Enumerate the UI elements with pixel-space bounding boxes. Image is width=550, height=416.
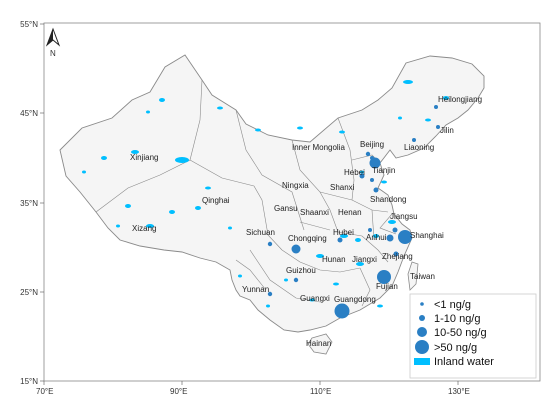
legend-symbol-1-10 — [419, 315, 425, 321]
legend-symbol-lt1 — [420, 302, 424, 306]
label-inner-mongolia: Inner Mongolia — [292, 143, 345, 152]
label-chongqing: Chongqing — [288, 234, 327, 243]
marker-guizhou — [293, 277, 299, 283]
marker-sichuan — [267, 241, 273, 247]
legend-label: Inland water — [434, 356, 494, 368]
label-xizang: Xizang — [132, 224, 156, 233]
label-shaanxi: Shaanxi — [300, 208, 329, 217]
label-taiwan: Taiwan — [410, 272, 435, 281]
label-beijing: Beijing — [360, 140, 384, 149]
marker-liaoning — [412, 138, 416, 142]
label-shanxi: Shanxi — [330, 183, 355, 192]
marker-jiangsu-1 — [392, 227, 398, 233]
marker-beijing — [365, 151, 371, 157]
label-yunnan: Yunnan — [242, 285, 269, 294]
hainan-land — [307, 333, 333, 355]
label-sichuan: Sichuan — [246, 228, 275, 237]
lat-tick-label: 45°N — [20, 109, 38, 118]
marker-yunnan — [267, 291, 273, 297]
label-jiangxi: Jiangxi — [352, 255, 377, 264]
legend-symbol-gt50 — [415, 340, 429, 354]
legend-label: 1-10 ng/g — [434, 313, 480, 325]
province-borders — [95, 79, 397, 307]
lon-tick-label: 70°E — [36, 387, 53, 396]
marker-fujian — [377, 270, 391, 284]
legend-label: <1 ng/g — [434, 299, 471, 311]
label-guangdong: Guangdong — [334, 295, 376, 304]
label-zhejiang: Zhejiang — [382, 252, 413, 261]
label-xinjiang: Xinjiang — [130, 153, 158, 162]
legend-label: 10-50 ng/g — [434, 327, 487, 339]
north-arrow-label: N — [50, 49, 56, 58]
inland-water — [82, 80, 449, 308]
label-qinghai: Qinghai — [202, 196, 230, 205]
marker-guangdong — [334, 303, 350, 319]
longitude-axis: 70°E 90°E 110°E 130°E — [36, 381, 470, 396]
marker-heilongjiang — [434, 105, 438, 109]
lon-tick-label: 90°E — [170, 387, 187, 396]
lon-tick-label: 130°E — [448, 387, 470, 396]
taiwan-land — [407, 261, 419, 291]
legend-box — [409, 293, 537, 379]
marker-shandong — [373, 187, 379, 193]
marker-hubei — [337, 237, 343, 243]
label-guizhou: Guizhou — [286, 266, 316, 275]
marker-anhui — [368, 228, 372, 232]
label-hebei: Hebei — [344, 168, 365, 177]
legend-label: >50 ng/g — [434, 342, 477, 354]
marker-chongqing — [291, 244, 301, 254]
marker-hebei-2 — [370, 178, 374, 182]
label-jiangsu: Jiangsu — [390, 212, 418, 221]
latitude-axis: 55°N 45°N 35°N 25°N 15°N — [20, 20, 44, 386]
marker-zhejiang — [393, 251, 399, 257]
legend-symbol-10-50 — [417, 327, 427, 337]
label-tianjin: Tianjin — [372, 166, 395, 175]
label-jilin: Jilin — [440, 126, 454, 135]
label-shanghai: Shanghai — [410, 231, 444, 240]
marker-jilin — [436, 125, 440, 129]
label-anhui: Anhui — [366, 233, 387, 242]
lat-tick-label: 35°N — [20, 199, 38, 208]
label-fujian: Fujian — [376, 282, 398, 291]
label-heilongjiang: Heilongjiang — [438, 95, 482, 104]
legend-symbol-water — [414, 358, 430, 365]
label-henan: Henan — [338, 208, 362, 217]
label-shandong: Shandong — [370, 195, 406, 204]
label-guangxi: Guangxi — [300, 294, 330, 303]
north-arrow-icon: N — [45, 27, 61, 58]
label-hainan: Hainan — [306, 339, 331, 348]
lat-tick-label: 55°N — [20, 20, 38, 29]
province-labels: Heilongjiang Jilin Liaoning Beijing Inne… — [130, 95, 482, 348]
lat-tick-label: 25°N — [20, 288, 38, 297]
marker-jiangsu-2 — [386, 234, 394, 242]
label-ningxia: Ningxia — [282, 181, 309, 190]
concentration-markers — [267, 105, 440, 319]
label-hunan: Hunan — [322, 255, 346, 264]
lat-tick-label: 15°N — [20, 377, 38, 386]
label-hubei: Hubei — [333, 228, 354, 237]
lon-tick-label: 110°E — [310, 387, 331, 396]
legend: <1 ng/g 1-10 ng/g 10-50 ng/g >50 ng/g In… — [409, 293, 537, 379]
marker-tianjin — [369, 157, 381, 169]
marker-hebei-1 — [359, 173, 365, 179]
marker-shanghai — [398, 230, 412, 244]
label-liaoning: Liaoning — [404, 143, 434, 152]
label-gansu: Gansu — [274, 204, 298, 213]
china-land — [59, 54, 485, 333]
